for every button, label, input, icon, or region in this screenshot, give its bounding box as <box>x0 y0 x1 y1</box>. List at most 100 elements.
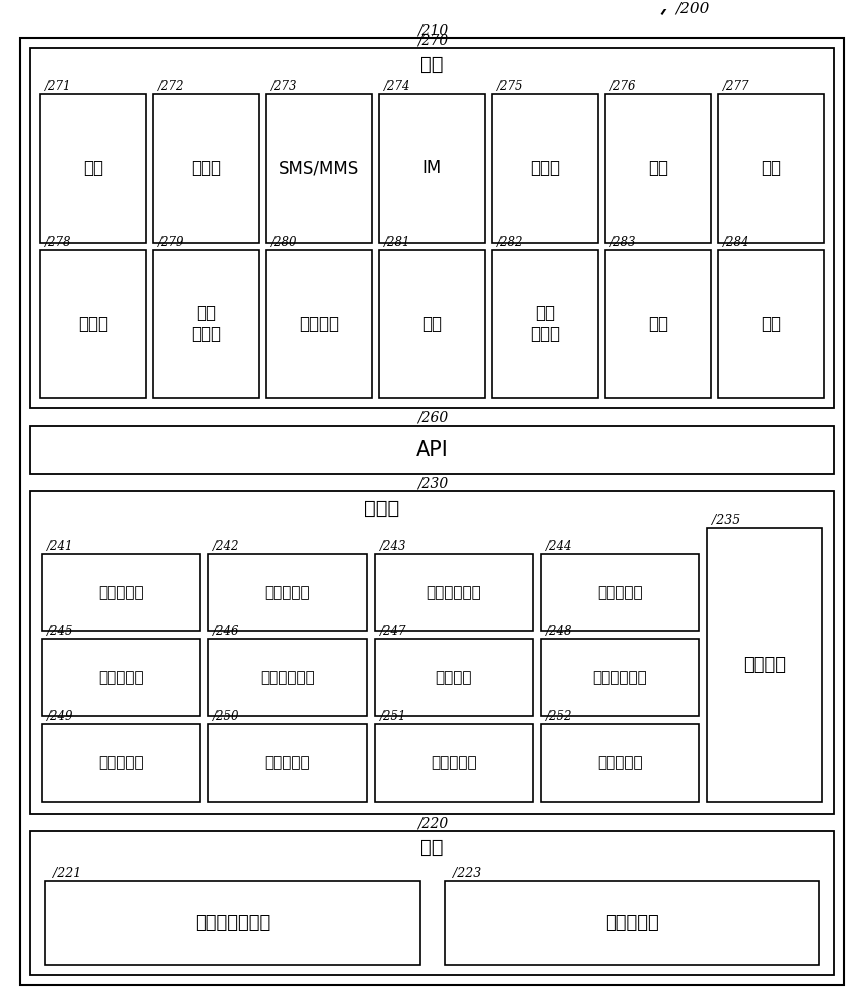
Bar <box>42 554 200 631</box>
Text: /270: /270 <box>417 33 448 47</box>
Text: 多媒体管理器: 多媒体管理器 <box>426 585 481 600</box>
Bar <box>45 881 420 965</box>
Text: /277: /277 <box>723 80 749 93</box>
Text: 资源管理器: 资源管理器 <box>597 585 643 600</box>
Text: API: API <box>416 440 448 460</box>
Text: 联系人: 联系人 <box>78 315 108 333</box>
Text: 相机: 相机 <box>648 159 668 177</box>
Text: /279: /279 <box>158 236 185 249</box>
Text: /247: /247 <box>379 625 406 638</box>
Text: /280: /280 <box>271 236 297 249</box>
Text: 相册: 相册 <box>648 315 668 333</box>
Text: /235: /235 <box>712 514 740 527</box>
Bar <box>42 639 200 716</box>
Bar <box>266 94 372 243</box>
Bar <box>718 94 824 243</box>
Bar <box>707 528 822 802</box>
Bar <box>374 554 533 631</box>
Text: 设备驱动器: 设备驱动器 <box>605 914 658 932</box>
Text: 语音
拨号器: 语音 拨号器 <box>191 304 221 343</box>
Bar <box>208 554 366 631</box>
Text: /284: /284 <box>723 236 749 249</box>
Text: /260: /260 <box>417 411 448 425</box>
Bar <box>541 554 699 631</box>
Bar <box>153 94 259 243</box>
Text: /274: /274 <box>384 80 410 93</box>
Text: 中间件: 中间件 <box>365 499 400 518</box>
Bar <box>605 250 711 398</box>
Bar <box>40 94 146 243</box>
Text: 日历: 日历 <box>422 315 442 333</box>
Bar <box>42 724 200 802</box>
Text: /243: /243 <box>379 540 406 553</box>
Bar <box>30 491 834 814</box>
Text: 电力管理器: 电力管理器 <box>98 670 144 685</box>
Text: /200: /200 <box>675 2 709 16</box>
Text: SMS/MMS: SMS/MMS <box>279 159 359 177</box>
Text: /244: /244 <box>546 540 572 553</box>
Text: 通知管理器: 通知管理器 <box>98 756 144 771</box>
Bar <box>374 724 533 802</box>
Bar <box>718 250 824 398</box>
Text: /242: /242 <box>213 540 239 553</box>
Bar <box>30 831 834 975</box>
Bar <box>444 881 819 965</box>
Text: /275: /275 <box>497 80 524 93</box>
Bar <box>605 94 711 243</box>
Text: /249: /249 <box>47 710 73 723</box>
Bar <box>492 250 598 398</box>
Text: /221: /221 <box>53 867 81 880</box>
Bar <box>266 250 372 398</box>
Text: 闹钟: 闹钟 <box>761 159 781 177</box>
Text: /248: /248 <box>546 625 572 638</box>
Text: /271: /271 <box>45 80 72 93</box>
Bar <box>153 250 259 398</box>
Bar <box>208 639 366 716</box>
Bar <box>541 724 699 802</box>
Bar <box>30 426 834 474</box>
Text: 应用管理器: 应用管理器 <box>98 585 144 600</box>
Text: 连接性管理器: 连接性管理器 <box>593 670 647 685</box>
Text: 时钟: 时钟 <box>761 315 781 333</box>
Text: /282: /282 <box>497 236 524 249</box>
Text: 电子邮件: 电子邮件 <box>299 315 339 333</box>
Bar <box>30 48 834 408</box>
Text: /223: /223 <box>453 867 480 880</box>
Text: 窗口管理器: 窗口管理器 <box>264 585 310 600</box>
Text: 图形管理器: 图形管理器 <box>431 756 476 771</box>
Text: /252: /252 <box>546 710 572 723</box>
Text: /220: /220 <box>417 816 448 830</box>
Bar <box>40 250 146 398</box>
Text: IM: IM <box>422 159 442 177</box>
Text: /245: /245 <box>47 625 73 638</box>
Text: /272: /272 <box>158 80 185 93</box>
Text: 包管理器: 包管理器 <box>435 670 472 685</box>
Bar <box>379 94 485 243</box>
Text: 主页: 主页 <box>83 159 103 177</box>
Text: 运行时库: 运行时库 <box>743 656 786 674</box>
Text: /276: /276 <box>610 80 637 93</box>
Text: /278: /278 <box>45 236 72 249</box>
Bar <box>541 639 699 716</box>
Bar <box>379 250 485 398</box>
Text: 系统资源管理器: 系统资源管理器 <box>194 914 270 932</box>
Text: /283: /283 <box>610 236 637 249</box>
Text: /230: /230 <box>417 476 448 490</box>
Text: 数据库管理器: 数据库管理器 <box>260 670 314 685</box>
Text: 位置管理器: 位置管理器 <box>264 756 310 771</box>
Text: /251: /251 <box>379 710 406 723</box>
Bar <box>374 639 533 716</box>
Text: /281: /281 <box>384 236 410 249</box>
Text: 媒体
播放器: 媒体 播放器 <box>530 304 560 343</box>
Text: 拨号器: 拨号器 <box>191 159 221 177</box>
Text: 安全管理器: 安全管理器 <box>597 756 643 771</box>
Text: /210: /210 <box>417 23 448 37</box>
Text: 应用: 应用 <box>420 55 444 74</box>
Text: /273: /273 <box>271 80 297 93</box>
Text: /250: /250 <box>213 710 239 723</box>
Text: 浏览器: 浏览器 <box>530 159 560 177</box>
Text: /246: /246 <box>213 625 239 638</box>
Text: /241: /241 <box>47 540 73 553</box>
Bar <box>492 94 598 243</box>
Bar <box>208 724 366 802</box>
